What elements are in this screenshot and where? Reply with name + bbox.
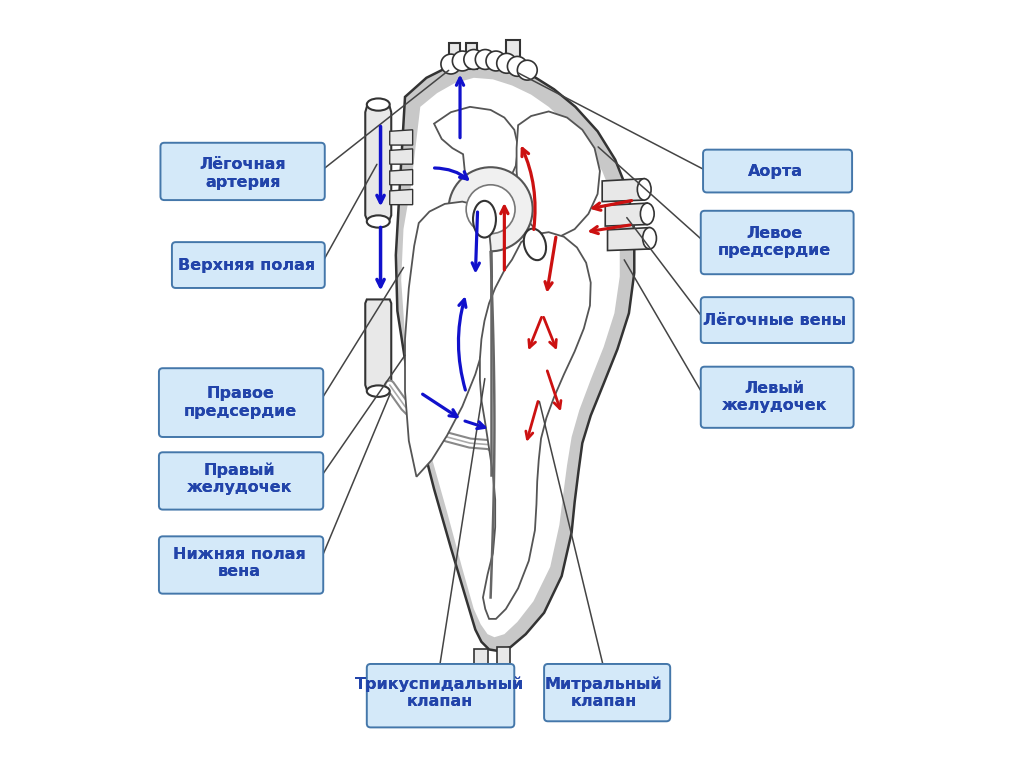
Circle shape (441, 54, 461, 74)
Polygon shape (497, 647, 511, 664)
FancyBboxPatch shape (700, 211, 854, 275)
Polygon shape (605, 203, 647, 226)
Polygon shape (390, 189, 413, 205)
FancyBboxPatch shape (367, 664, 514, 727)
Text: Левое
предсердие: Левое предсердие (718, 226, 830, 258)
Ellipse shape (637, 179, 651, 200)
Text: Трикуспидальный
клапан: Трикуспидальный клапан (354, 676, 524, 709)
FancyBboxPatch shape (159, 453, 324, 509)
Polygon shape (390, 170, 413, 185)
Circle shape (475, 50, 496, 69)
Text: Аорта: Аорта (749, 163, 803, 179)
Text: Лёгочные вены: Лёгочные вены (702, 313, 846, 328)
Text: Правый
желудочек: Правый желудочек (186, 463, 292, 495)
Circle shape (449, 167, 532, 252)
Ellipse shape (367, 98, 390, 110)
Polygon shape (450, 44, 460, 68)
Text: Правый
желудочек: Правый желудочек (186, 463, 292, 495)
Text: Лёгочная
артерия: Лёгочная артерия (200, 157, 287, 189)
Ellipse shape (524, 229, 546, 260)
Text: Нижняя полая
вена: Нижняя полая вена (173, 547, 305, 579)
Text: Митральный
клапан: Митральный клапан (545, 676, 663, 709)
Text: Нижняя полая
вена: Нижняя полая вена (173, 547, 305, 579)
Polygon shape (466, 44, 477, 68)
Ellipse shape (473, 201, 496, 238)
Polygon shape (366, 299, 391, 390)
Text: Трикуспидальный
клапан: Трикуспидальный клапан (354, 676, 524, 709)
Ellipse shape (643, 228, 656, 249)
Polygon shape (474, 650, 487, 667)
FancyBboxPatch shape (544, 664, 670, 721)
Text: Верхняя полая: Верхняя полая (178, 258, 315, 272)
Text: Правое
предсердие: Правое предсердие (184, 387, 297, 419)
FancyBboxPatch shape (159, 368, 324, 437)
Text: Лёгочные вены: Лёгочные вены (702, 313, 846, 328)
Polygon shape (390, 130, 413, 145)
Circle shape (453, 51, 472, 71)
Polygon shape (401, 77, 620, 637)
Circle shape (497, 54, 516, 73)
Circle shape (486, 51, 506, 71)
Text: Аорта: Аорта (749, 163, 803, 179)
FancyBboxPatch shape (159, 536, 324, 594)
Ellipse shape (640, 203, 654, 225)
Polygon shape (516, 111, 600, 237)
Text: Левый
желудочек: Левый желудочек (721, 381, 826, 413)
Ellipse shape (367, 216, 390, 228)
Polygon shape (366, 107, 391, 219)
Text: Верхняя полая: Верхняя полая (178, 258, 315, 272)
Ellipse shape (367, 385, 390, 397)
Polygon shape (396, 61, 634, 651)
Text: Лёгочная
артерия: Лёгочная артерия (200, 157, 287, 189)
Circle shape (464, 50, 483, 69)
Polygon shape (406, 202, 493, 477)
FancyBboxPatch shape (700, 297, 854, 343)
Text: Левый
желудочек: Левый желудочек (721, 381, 826, 413)
Polygon shape (602, 179, 644, 202)
Circle shape (466, 185, 515, 234)
Text: Митральный
клапан: Митральный клапан (545, 676, 663, 709)
FancyBboxPatch shape (700, 367, 854, 428)
Polygon shape (506, 40, 519, 71)
Text: Левое
предсердие: Левое предсердие (718, 226, 830, 258)
Polygon shape (390, 149, 413, 164)
Polygon shape (434, 107, 518, 200)
Text: Правое
предсердие: Правое предсердие (184, 387, 297, 419)
FancyBboxPatch shape (161, 143, 325, 200)
Circle shape (517, 61, 538, 80)
Polygon shape (607, 228, 649, 251)
Circle shape (508, 57, 527, 76)
Polygon shape (480, 232, 591, 619)
FancyBboxPatch shape (172, 242, 325, 288)
FancyBboxPatch shape (703, 150, 852, 193)
